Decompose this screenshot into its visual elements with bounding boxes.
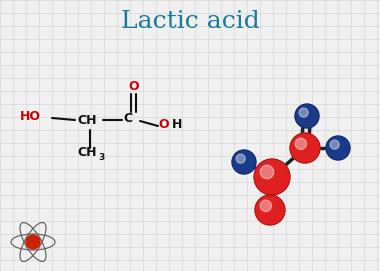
Text: O: O xyxy=(128,79,139,92)
Circle shape xyxy=(326,136,350,160)
Text: 3: 3 xyxy=(98,153,104,163)
Text: Lactic acid: Lactic acid xyxy=(120,11,260,34)
Text: C: C xyxy=(123,111,132,124)
Circle shape xyxy=(299,108,308,117)
Circle shape xyxy=(232,150,256,174)
Circle shape xyxy=(26,235,40,249)
Text: HO: HO xyxy=(20,109,41,122)
Text: H: H xyxy=(172,118,182,131)
Circle shape xyxy=(295,138,307,150)
Circle shape xyxy=(255,195,285,225)
Text: O: O xyxy=(158,118,169,131)
Circle shape xyxy=(330,140,339,149)
Text: CH: CH xyxy=(77,114,97,127)
Circle shape xyxy=(260,165,274,179)
Circle shape xyxy=(236,154,245,163)
Circle shape xyxy=(260,200,271,211)
Circle shape xyxy=(295,104,319,128)
Circle shape xyxy=(254,159,290,195)
Circle shape xyxy=(290,133,320,163)
Text: CH: CH xyxy=(77,147,97,160)
